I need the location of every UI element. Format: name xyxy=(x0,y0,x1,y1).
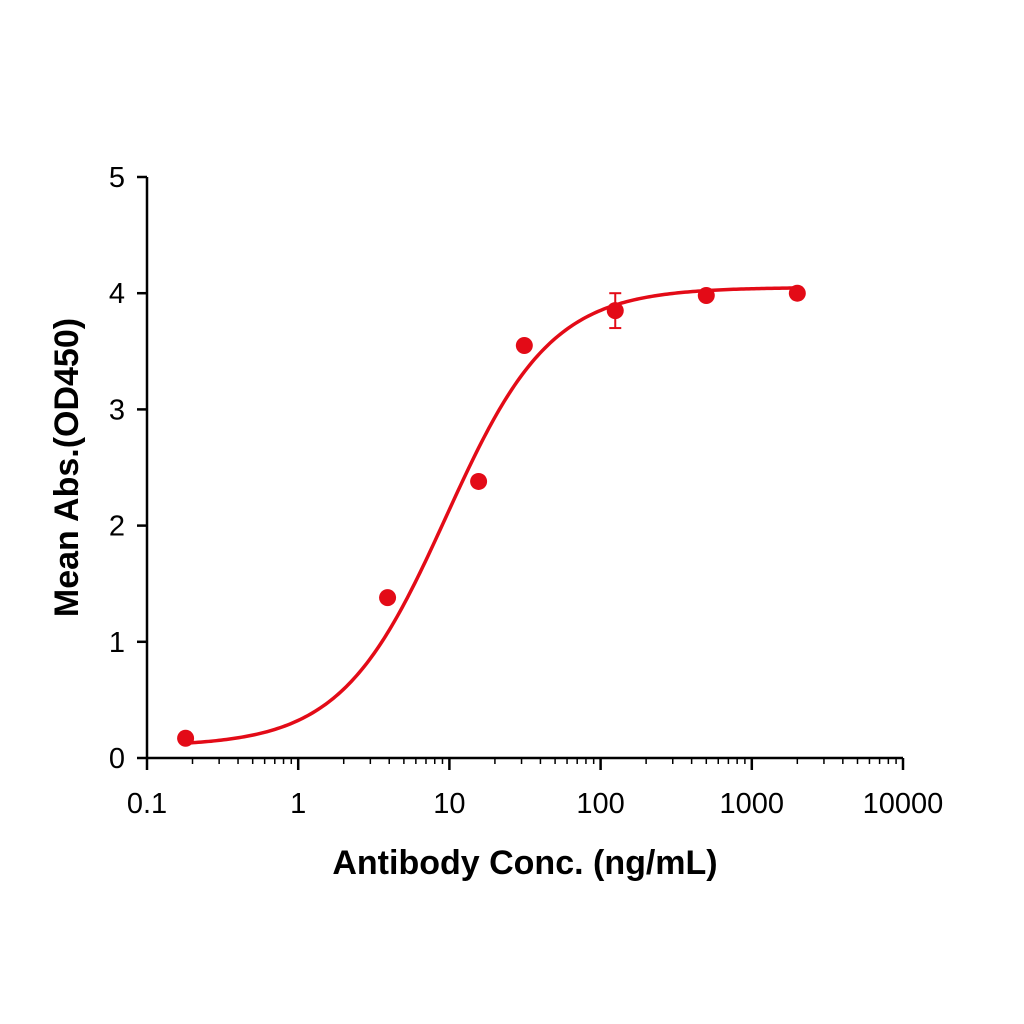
data-point xyxy=(788,284,806,302)
x-tick-label: 10000 xyxy=(863,788,944,820)
data-point xyxy=(606,302,624,320)
x-tick-label: 1000 xyxy=(720,788,785,820)
data-point xyxy=(379,589,397,607)
y-tick-label: 0 xyxy=(109,743,125,775)
y-ticks: 0 1 2 3 4 5 xyxy=(109,162,147,775)
x-ticks: 0.1 1 10 100 1000 10000 xyxy=(127,758,943,820)
data-point xyxy=(697,287,715,305)
data-point xyxy=(470,472,488,490)
fit-curve xyxy=(183,286,800,745)
x-tick-label: 1 xyxy=(290,788,306,820)
data-point xyxy=(177,729,195,747)
y-tick-label: 5 xyxy=(109,162,125,194)
y-tick-label: 3 xyxy=(109,394,125,426)
y-tick-label: 2 xyxy=(109,511,125,543)
x-tick-label: 100 xyxy=(576,788,624,820)
x-tick-label: 10 xyxy=(433,788,465,820)
y-tick-label: 1 xyxy=(109,627,125,659)
plot-area xyxy=(177,284,806,747)
y-tick-label: 4 xyxy=(109,278,125,310)
axes xyxy=(145,177,903,760)
x-axis-title: Antibody Conc. (ng/mL) xyxy=(332,844,717,882)
x-tick-label: 0.1 xyxy=(127,788,167,820)
data-point xyxy=(515,336,533,354)
y-axis-title: Mean Abs.(OD450) xyxy=(48,318,86,617)
